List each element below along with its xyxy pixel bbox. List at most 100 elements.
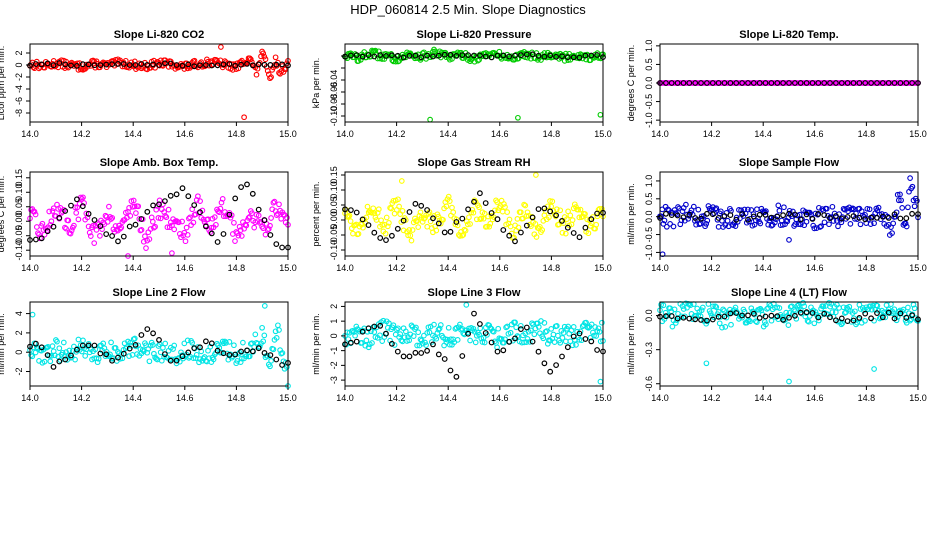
data-point [889,230,895,236]
highlight-point [477,52,483,59]
data-point [502,204,508,210]
highlight-point [465,330,472,337]
highlight-point [588,52,595,59]
data-point [582,211,588,217]
highlight-point [191,63,198,70]
x-tick-label: 14.6 [176,129,194,139]
highlight-point [709,80,716,86]
data-point [722,324,729,330]
data-point [405,232,411,239]
highlight-point [383,330,389,337]
data-point [446,198,453,204]
x-tick-label: 14.0 [336,393,354,403]
data-point [453,216,460,223]
data-point [710,303,716,310]
data-point [567,212,574,219]
highlight-point [348,339,354,346]
data-point [874,207,881,214]
highlight-point [214,347,221,354]
data-point [768,317,775,324]
data-point [126,353,132,359]
highlight-point [56,214,63,221]
highlight-point [185,193,192,200]
data-point [193,351,200,358]
data-point [184,232,191,238]
y-tick-label: 2 [14,330,24,335]
highlight-point [523,222,530,229]
data-point [712,206,719,212]
highlight-point [797,80,804,86]
highlight-point [249,62,256,69]
highlight-point [535,348,542,355]
highlight-point [564,54,571,61]
data-point [162,340,169,347]
highlight-point [582,336,589,342]
highlight-point [220,350,227,357]
highlight-point [202,338,209,345]
data-point [127,213,134,219]
highlight-point [768,312,775,319]
highlight-point [73,63,80,69]
highlight-point [576,54,583,61]
data-point [32,211,39,218]
highlight-point [838,315,845,322]
data-point [155,215,162,221]
data-point [695,206,702,213]
data-point [46,208,53,215]
data-point [370,205,377,212]
data-point [895,197,902,204]
data-point [369,340,375,346]
highlight-point [762,211,769,218]
highlight-point [750,213,757,220]
highlight-point [167,192,174,199]
data-point [669,323,676,330]
highlight-point [477,321,483,327]
y-tick-label: -1.0 [644,112,654,128]
data-point [911,305,918,312]
data-point [818,223,824,230]
y-tick-label: -0.5 [644,227,654,243]
y-axis-label: ml/min per min. [626,183,636,245]
data-point [243,353,250,360]
highlight-point [389,52,395,59]
highlight-point [418,350,425,356]
highlight-point [535,206,542,213]
data-point [879,211,885,217]
data-point [82,353,89,359]
highlight-point [249,190,256,197]
y-tick-label: 0 [14,350,24,355]
data-point [781,204,787,211]
highlight-point [488,210,495,216]
highlight-point [394,225,401,232]
data-point [504,209,511,215]
data-point [262,231,269,238]
highlight-point [506,232,513,239]
data-point [595,325,602,332]
y-tick-label: 1 [329,319,339,324]
highlight-point [173,62,180,68]
highlight-point [208,230,215,237]
data-point [763,321,769,328]
x-tick-label: 14.4 [439,393,457,403]
data-point [56,345,63,352]
highlight-point [897,310,904,317]
data-point [423,342,429,348]
data-point [382,230,389,237]
data-point [106,203,112,210]
highlight-point [197,209,203,216]
panel-title: Slope Li-820 Pressure [417,29,532,41]
highlight-point [79,203,86,210]
data-point [267,222,273,229]
highlight-point [803,211,810,218]
data-point [783,309,790,316]
data-point [470,209,477,216]
highlight-point [371,53,378,60]
data-point [151,350,157,357]
data-point [797,307,804,313]
x-tick-label: 14.0 [336,129,354,139]
data-point [255,212,262,219]
data-point [399,208,406,214]
highlight-point [138,216,145,222]
y-tick-label: -1 [329,347,339,355]
highlight-point [559,53,565,60]
